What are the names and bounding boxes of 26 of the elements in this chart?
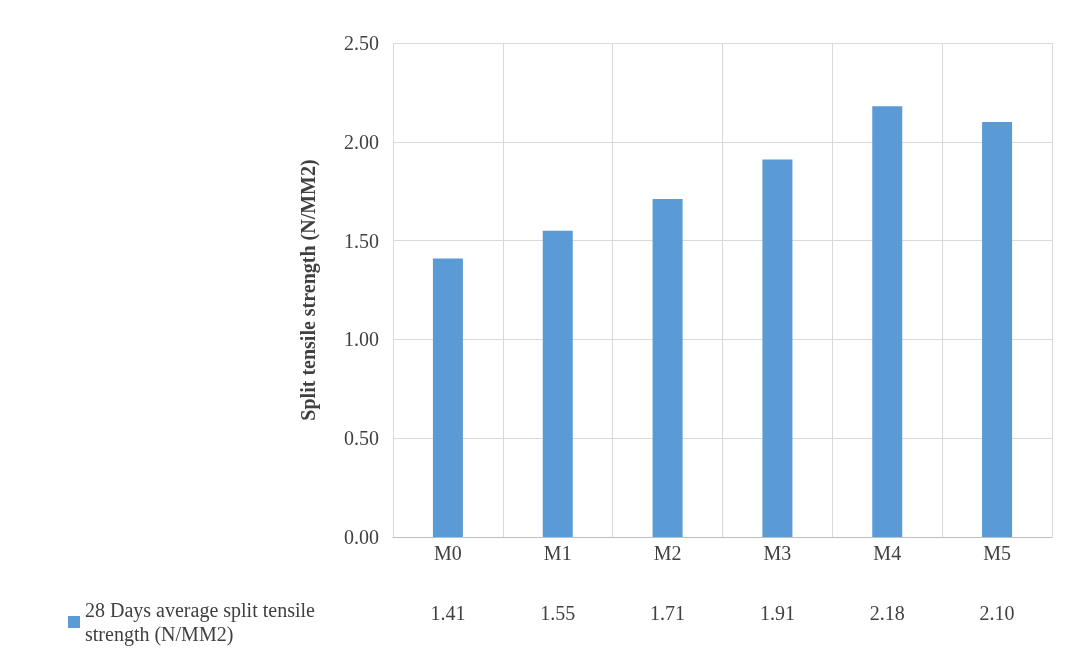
x-tick-label: M0 — [434, 542, 462, 564]
x-tick-label: M2 — [653, 542, 682, 564]
y-tick-label: 1.00 — [344, 328, 379, 351]
x-tick-label: M1 — [543, 542, 572, 564]
y-tick-label: 2.00 — [344, 130, 379, 153]
data-label: 2.10 — [979, 602, 1015, 624]
y-tick-label: 0.00 — [344, 526, 379, 548]
bar — [652, 199, 683, 537]
x-tick-label: M3 — [763, 542, 792, 564]
data-label: 1.55 — [540, 602, 576, 624]
data-label: 1.71 — [650, 602, 686, 624]
bar — [872, 106, 903, 537]
x-tick-label: M4 — [873, 542, 902, 564]
bar — [542, 230, 573, 537]
data-label: 2.18 — [869, 602, 905, 624]
y-tick-label: 0.50 — [344, 427, 379, 450]
y-tick-label: 1.50 — [344, 229, 379, 252]
bar — [762, 159, 793, 537]
data-label: 1.91 — [759, 602, 795, 624]
y-tick-label: 2.50 — [344, 32, 379, 54]
y-axis-title: Split tensile strength (N/MM2) — [297, 159, 320, 421]
bar — [432, 258, 463, 537]
data-label: 1.41 — [430, 602, 466, 624]
legend-label: 28 Days average split tensile strength (N/MM2) — [85, 599, 320, 646]
bar — [982, 122, 1013, 537]
x-tick-label: M5 — [983, 542, 1011, 564]
